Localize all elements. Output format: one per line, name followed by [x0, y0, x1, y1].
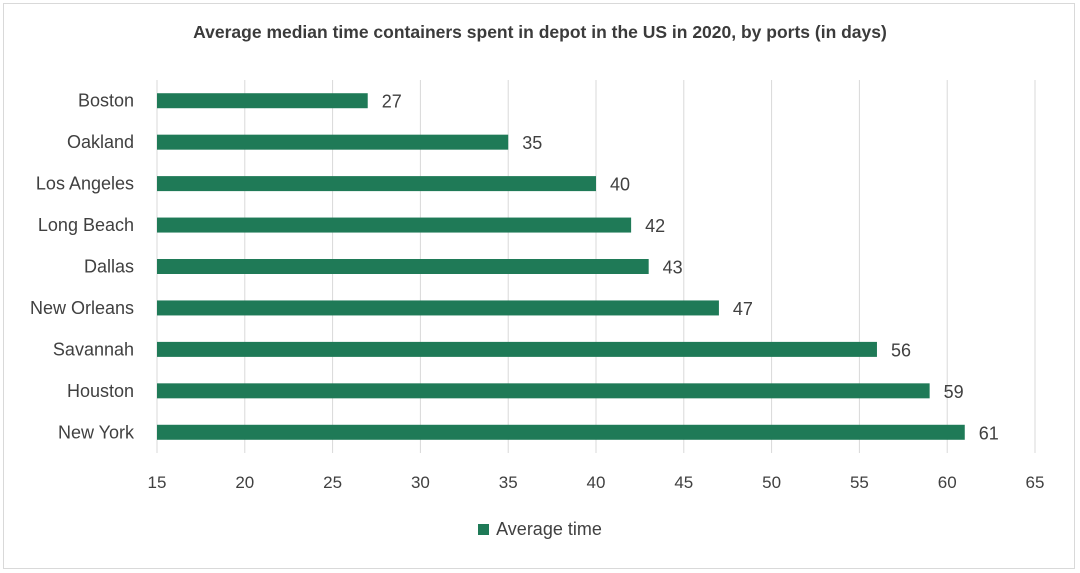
bar — [157, 383, 930, 399]
data-label: 56 — [891, 340, 911, 360]
legend: Average time — [0, 519, 1080, 540]
data-label: 59 — [944, 382, 964, 402]
x-tick-label: 55 — [850, 473, 869, 492]
category-label: Dallas — [84, 257, 134, 277]
bar — [157, 424, 965, 440]
data-label: 47 — [733, 299, 753, 319]
x-tick-label: 40 — [587, 473, 606, 492]
bar — [157, 217, 632, 233]
bar — [157, 134, 509, 150]
category-label: Boston — [78, 91, 134, 111]
category-label: New York — [58, 422, 135, 442]
x-tick-label: 30 — [411, 473, 430, 492]
bar — [157, 176, 596, 192]
x-tick-label: 20 — [235, 473, 254, 492]
data-label: 42 — [645, 216, 665, 236]
category-label: Los Angeles — [36, 174, 134, 194]
x-tick-label: 50 — [762, 473, 781, 492]
x-tick-label: 35 — [499, 473, 518, 492]
x-tick-label: 25 — [323, 473, 342, 492]
data-label: 61 — [979, 423, 999, 443]
x-tick-label: 15 — [148, 473, 167, 492]
category-label: New Orleans — [30, 298, 134, 318]
data-label: 43 — [663, 258, 683, 278]
x-tick-label: 45 — [674, 473, 693, 492]
bar — [157, 341, 877, 357]
category-label: Long Beach — [38, 215, 134, 235]
x-tick-label: 65 — [1026, 473, 1045, 492]
legend-swatch — [478, 524, 490, 535]
category-label: Oakland — [67, 132, 134, 152]
category-label: Savannah — [53, 339, 134, 359]
x-tick-label: 60 — [938, 473, 957, 492]
bar — [157, 93, 368, 109]
bar — [157, 259, 649, 274]
legend-label: Average time — [496, 519, 602, 539]
chart-title: Average median time containers spent in … — [193, 22, 887, 42]
category-label: Houston — [67, 381, 134, 401]
data-label: 27 — [382, 92, 402, 112]
data-label: 35 — [522, 133, 542, 153]
bar — [157, 300, 719, 316]
data-label: 40 — [610, 175, 630, 195]
